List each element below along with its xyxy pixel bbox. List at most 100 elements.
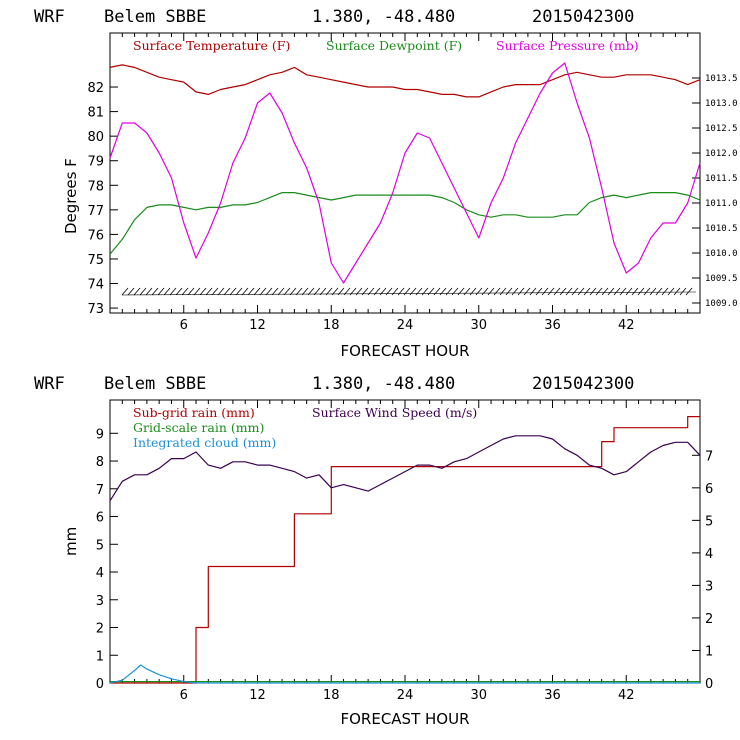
y-tick-label: 8 <box>96 455 104 470</box>
wind-barb <box>133 287 141 296</box>
x-tick-label: 30 <box>470 318 487 333</box>
y2-tick-label: 2 <box>705 612 713 627</box>
wind-barb <box>565 287 573 296</box>
wind-barb <box>421 287 429 296</box>
y-tick-label: 3 <box>96 594 104 609</box>
wind-barb <box>475 287 483 296</box>
wind-barb <box>445 287 453 296</box>
wind-barb <box>601 287 609 296</box>
y-tick-label: 73 <box>87 302 104 317</box>
y2-tick-label: 1011.5 <box>705 174 738 184</box>
top-chart-series <box>109 62 701 284</box>
wind-barb <box>685 287 693 296</box>
top-header: WRF Belem SBBE 1.380, -48.480 2015042300 <box>34 7 634 27</box>
surface-dewpoint-f-line <box>109 192 701 255</box>
wind-barb-baseline <box>121 291 697 296</box>
surface-temperature-f-line <box>109 64 701 98</box>
legend-subgrid-rain: Sub-grid rain (mm) <box>133 405 255 420</box>
wind-barb <box>655 287 663 296</box>
top-header-init: 2015042300 <box>532 7 634 27</box>
wind-barb <box>199 287 207 296</box>
wind-barb <box>187 287 195 296</box>
top-header-model: WRF <box>34 7 65 27</box>
top-chart: 6 12 18 24 30 36 42 73 74 75 76 77 78 79 80 81 82 1009.0 1… <box>62 32 738 360</box>
x-tick-label: 24 <box>397 318 414 333</box>
wind-barb <box>385 287 393 296</box>
wind-barb <box>433 287 441 296</box>
x-tick-label: 18 <box>323 318 340 333</box>
x-tick-label: 36 <box>544 318 561 333</box>
wind-barb <box>265 287 273 296</box>
y2-tick-label: 1013.0 <box>705 99 738 109</box>
x-tick-label: 42 <box>618 688 635 703</box>
y-tick-label: 2 <box>96 622 104 637</box>
bottom-header-coords: 1.380, -48.480 <box>312 374 455 394</box>
bottom-header-station: Belem SBBE <box>104 374 206 394</box>
wind-barb <box>643 287 651 296</box>
wind-barb <box>379 287 387 296</box>
wind-barb <box>577 287 585 296</box>
y-tick-label: 74 <box>87 278 104 293</box>
y2-tick-label: 3 <box>705 579 713 594</box>
y-tick-label: 1 <box>96 649 104 664</box>
wind-barb <box>397 287 405 296</box>
y-tick-label: 81 <box>87 106 104 121</box>
top-chart-frame <box>109 32 701 314</box>
wind-barb <box>127 287 135 296</box>
y-tick-label: 76 <box>87 228 104 243</box>
x-tick-label: 36 <box>544 688 561 703</box>
top-legend: Surface Temperature (F) Surface Dewpoint… <box>133 38 639 53</box>
wind-barb <box>409 287 417 296</box>
wind-barb <box>157 287 165 296</box>
wind-barb <box>277 287 285 296</box>
wind-barb <box>217 287 225 296</box>
wind-barb <box>211 287 219 296</box>
wind-barb <box>139 287 147 296</box>
x-tick-label: 30 <box>470 688 487 703</box>
wind-barb <box>175 287 183 296</box>
y-tick-label: 0 <box>96 677 104 692</box>
y2-tick-label: 1010.0 <box>705 249 738 259</box>
wind-barb <box>499 287 507 296</box>
y-tick-label: 79 <box>87 155 104 170</box>
wind-barb <box>613 287 621 296</box>
x-tick-label: 24 <box>397 688 414 703</box>
y-tick-label: 4 <box>96 566 104 581</box>
sub-grid-rain-mm-line <box>110 416 700 684</box>
wind-barb <box>589 287 597 296</box>
bottom-header-init: 2015042300 <box>532 374 634 394</box>
wind-barb <box>169 287 177 296</box>
top-header-coords: 1.380, -48.480 <box>312 7 455 27</box>
wind-barb <box>505 287 513 296</box>
bottom-header-model: WRF <box>34 374 65 394</box>
top-y-axis-label: Degrees F <box>62 158 80 234</box>
top-x-axis-label: FORECAST HOUR <box>340 342 469 360</box>
wind-barb <box>283 287 291 296</box>
wind-barb <box>463 287 471 296</box>
wind-barb <box>247 287 255 296</box>
bottom-chart-series <box>109 416 701 684</box>
bottom-y-axis-label: mm <box>62 527 80 556</box>
surface-pressure-mb-line <box>109 62 701 284</box>
wind-barb <box>673 287 681 296</box>
wind-barb <box>271 287 279 296</box>
wind-barb <box>649 287 657 296</box>
legend-surface-wind-speed: Surface Wind Speed (m/s) <box>312 405 477 420</box>
y2-tick-label: 6 <box>705 482 713 497</box>
x-tick-label: 6 <box>180 688 188 703</box>
wind-barb <box>661 287 669 296</box>
wind-barb <box>559 287 567 296</box>
wind-barb <box>625 287 633 296</box>
wind-barb <box>391 287 399 296</box>
y2-tick-label: 1010.5 <box>705 224 738 234</box>
wind-barb <box>493 287 501 296</box>
y-tick-label: 5 <box>96 538 104 553</box>
legend-integrated-cloud: Integrated cloud (mm) <box>133 435 276 450</box>
y-tick-label: 75 <box>87 253 104 268</box>
wind-barb <box>547 287 555 296</box>
wind-barb <box>121 287 129 296</box>
y-tick-label: 82 <box>87 81 104 96</box>
y2-tick-label: 5 <box>705 514 713 529</box>
wind-barb <box>487 287 495 296</box>
